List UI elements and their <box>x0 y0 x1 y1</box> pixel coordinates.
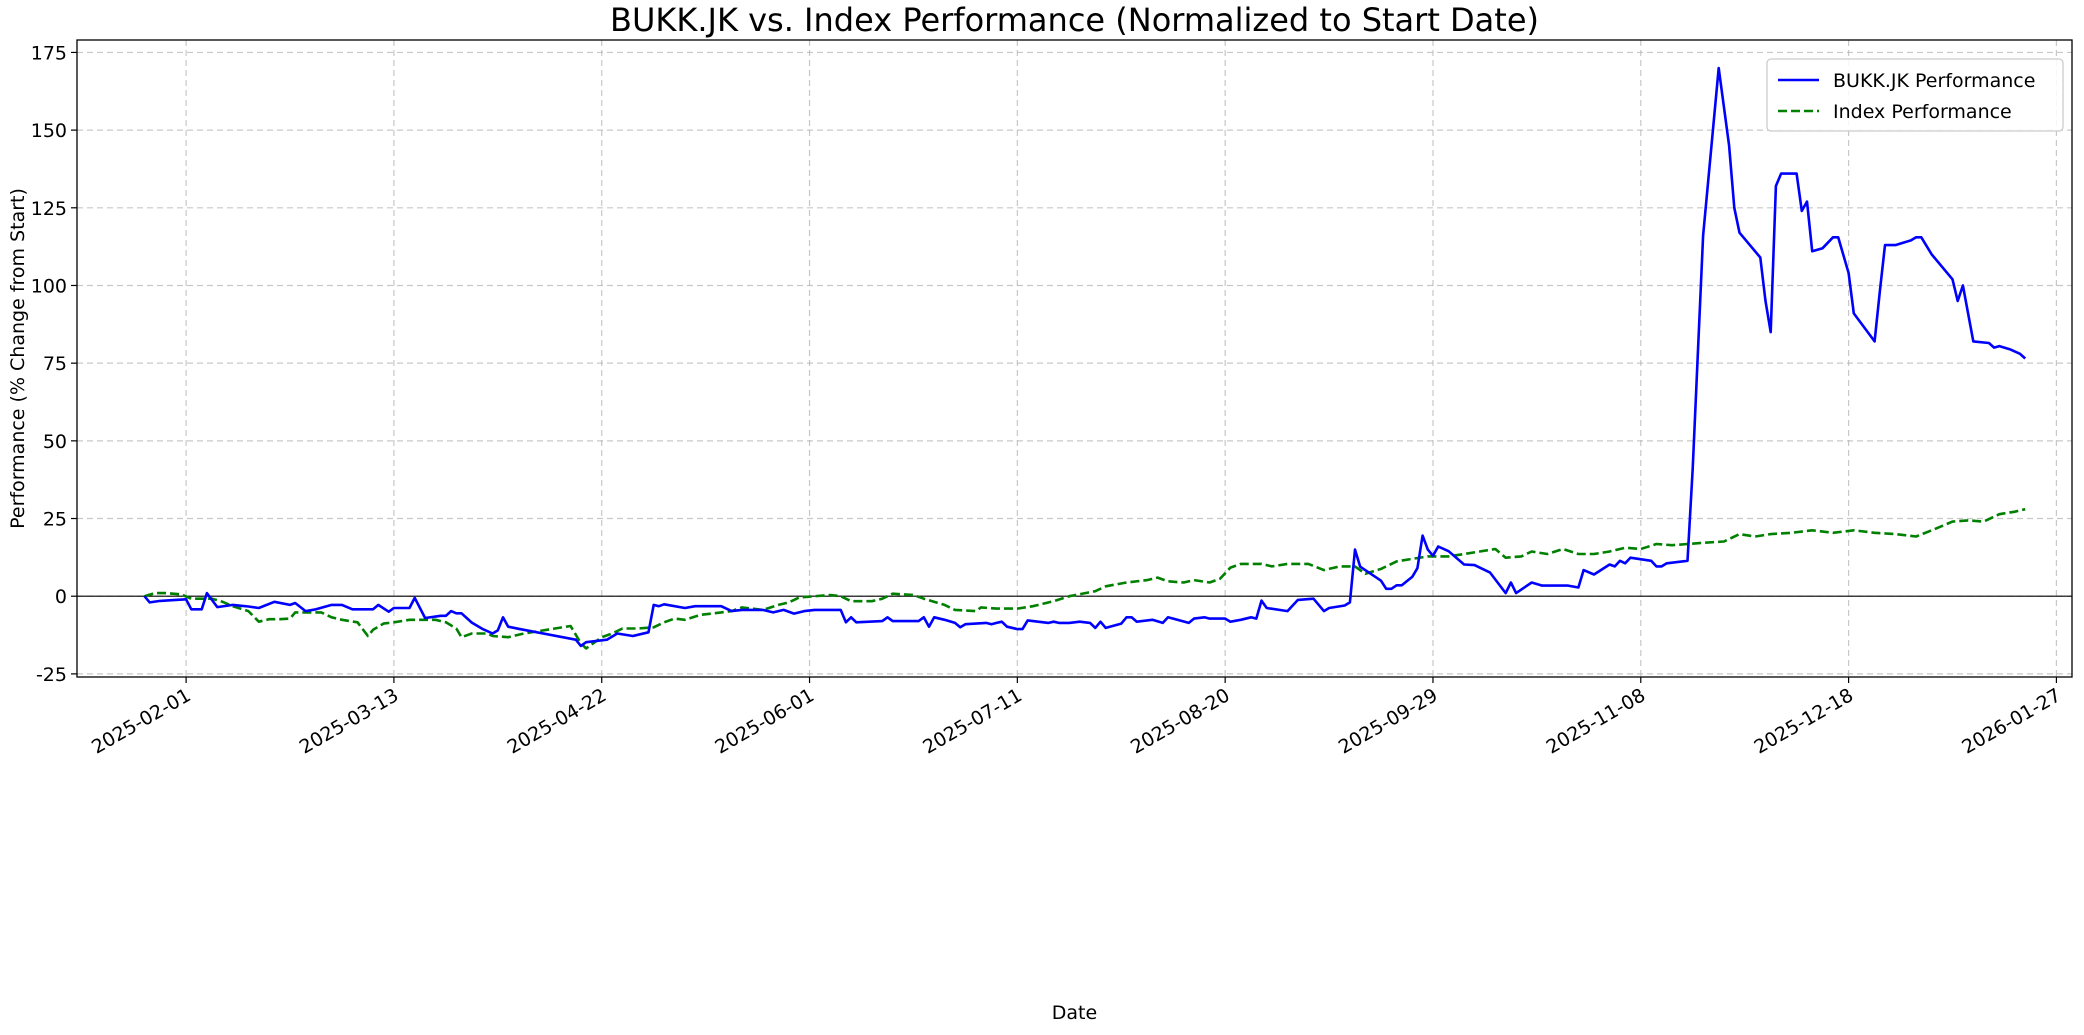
y-tick-label: 125 <box>31 198 67 220</box>
y-tick-label: 25 <box>43 509 67 531</box>
legend: BUKK.JK Performance Index Performance <box>1766 58 2064 132</box>
legend-label-bukk: BUKK.JK Performance <box>1833 70 2035 92</box>
series-layer <box>143 66 2027 650</box>
y-axis-label: Performance (% Change from Start) <box>7 188 29 529</box>
plot-frame <box>76 39 2073 678</box>
legend-box <box>1766 58 2064 132</box>
x-axis-label: Date <box>1052 1002 1097 1024</box>
y-tick-label: 100 <box>31 275 67 297</box>
y-tick-label: 150 <box>31 120 67 142</box>
y-tick-label: 75 <box>43 353 67 375</box>
legend-label-index: Index Performance <box>1833 101 2012 123</box>
chart-title: BUKK.JK vs. Index Performance (Normalize… <box>610 1 1539 39</box>
index-performance-line <box>144 507 2026 650</box>
y-tick-label: 0 <box>55 586 67 608</box>
y-tick-label: 175 <box>31 42 67 64</box>
bukk-performance-line <box>143 66 2027 648</box>
y-tick-label: 50 <box>43 431 67 453</box>
y-tick-label: -25 <box>36 664 67 686</box>
